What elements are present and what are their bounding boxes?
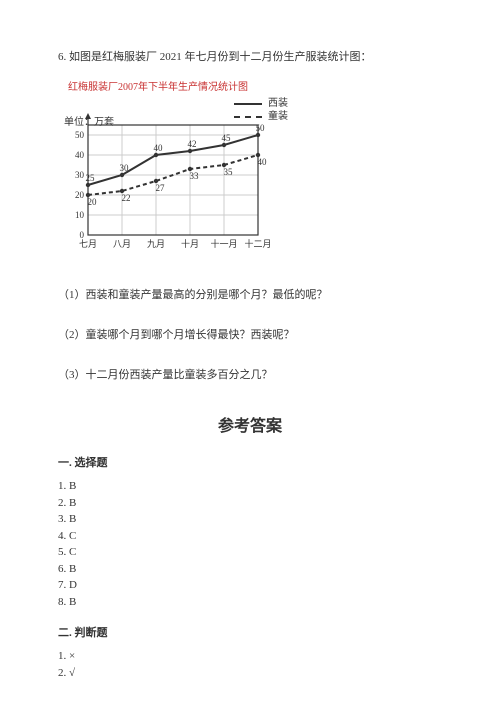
svg-text:十二月: 十二月 [244, 238, 271, 249]
svg-text:40: 40 [154, 143, 164, 153]
answer-item: 4. C [58, 528, 442, 545]
svg-text:50: 50 [75, 130, 85, 140]
svg-text:十一月: 十一月 [210, 238, 237, 249]
svg-text:35: 35 [224, 167, 234, 177]
answer-item: 3. B [58, 511, 442, 528]
chart-legend: 西装 童装 [234, 97, 288, 123]
svg-text:27: 27 [156, 183, 166, 193]
q6-sub2: （2）童装哪个月到哪个月增长得最快？西装呢？ [58, 326, 442, 342]
answer-item: 8. B [58, 594, 442, 611]
svg-text:22: 22 [122, 193, 131, 203]
svg-text:七月: 七月 [79, 239, 97, 249]
svg-text:十月: 十月 [181, 238, 199, 249]
svg-text:50: 50 [256, 123, 266, 133]
svg-text:40: 40 [258, 157, 268, 167]
svg-text:20: 20 [88, 197, 98, 207]
answer-item: 1. × [58, 648, 442, 665]
sec1-head: 一. 选择题 [58, 454, 442, 470]
answer-item: 2. √ [58, 665, 442, 682]
legend-series1-label: 西装 [268, 97, 288, 110]
svg-text:25: 25 [86, 173, 96, 183]
answer-item: 6. B [58, 561, 442, 578]
svg-text:40: 40 [75, 150, 85, 160]
svg-text:10: 10 [75, 210, 85, 220]
svg-text:20: 20 [75, 190, 85, 200]
svg-text:42: 42 [188, 139, 197, 149]
chart-title: 红梅服装厂2007年下半年生产情况统计图 [68, 78, 292, 93]
svg-text:九月: 九月 [147, 239, 165, 249]
answer-item: 7. D [58, 577, 442, 594]
svg-text:30: 30 [120, 163, 130, 173]
answer-item: 2. B [58, 495, 442, 512]
sec2-head: 二. 判断题 [58, 624, 442, 640]
legend-solid-line [234, 103, 262, 105]
sec2-list: 1. ×2. √ [58, 648, 442, 681]
answer-item: 5. C [58, 544, 442, 561]
legend-series2-label: 童装 [268, 110, 288, 123]
chart-unit-label: 单位：万套 [64, 113, 114, 128]
chart-wrap: 西装 童装 单位：万套 01020304050七月八月九月十月十一月十二月253… [62, 99, 292, 262]
svg-text:33: 33 [190, 171, 200, 181]
q6-prompt: 6. 如图是红梅服装厂 2021 年七月份到十二月份生产服装统计图： [58, 48, 442, 64]
q6-sub1: （1）西装和童装产量最高的分别是哪个月？最低的呢？ [58, 286, 442, 302]
answers-title: 参考答案 [58, 412, 442, 436]
q6-chart: 红梅服装厂2007年下半年生产情况统计图 西装 童装 单位：万套 0102030… [62, 78, 292, 262]
q6-sub3: （3）十二月份西装产量比童装多百分之几？ [58, 366, 442, 382]
svg-text:30: 30 [75, 170, 85, 180]
answer-item: 1. B [58, 478, 442, 495]
sec1-list: 1. B2. B3. B4. C5. C6. B7. D8. B [58, 478, 442, 610]
svg-text:45: 45 [222, 133, 232, 143]
svg-text:八月: 八月 [113, 239, 131, 249]
legend-dash-line [234, 116, 262, 118]
